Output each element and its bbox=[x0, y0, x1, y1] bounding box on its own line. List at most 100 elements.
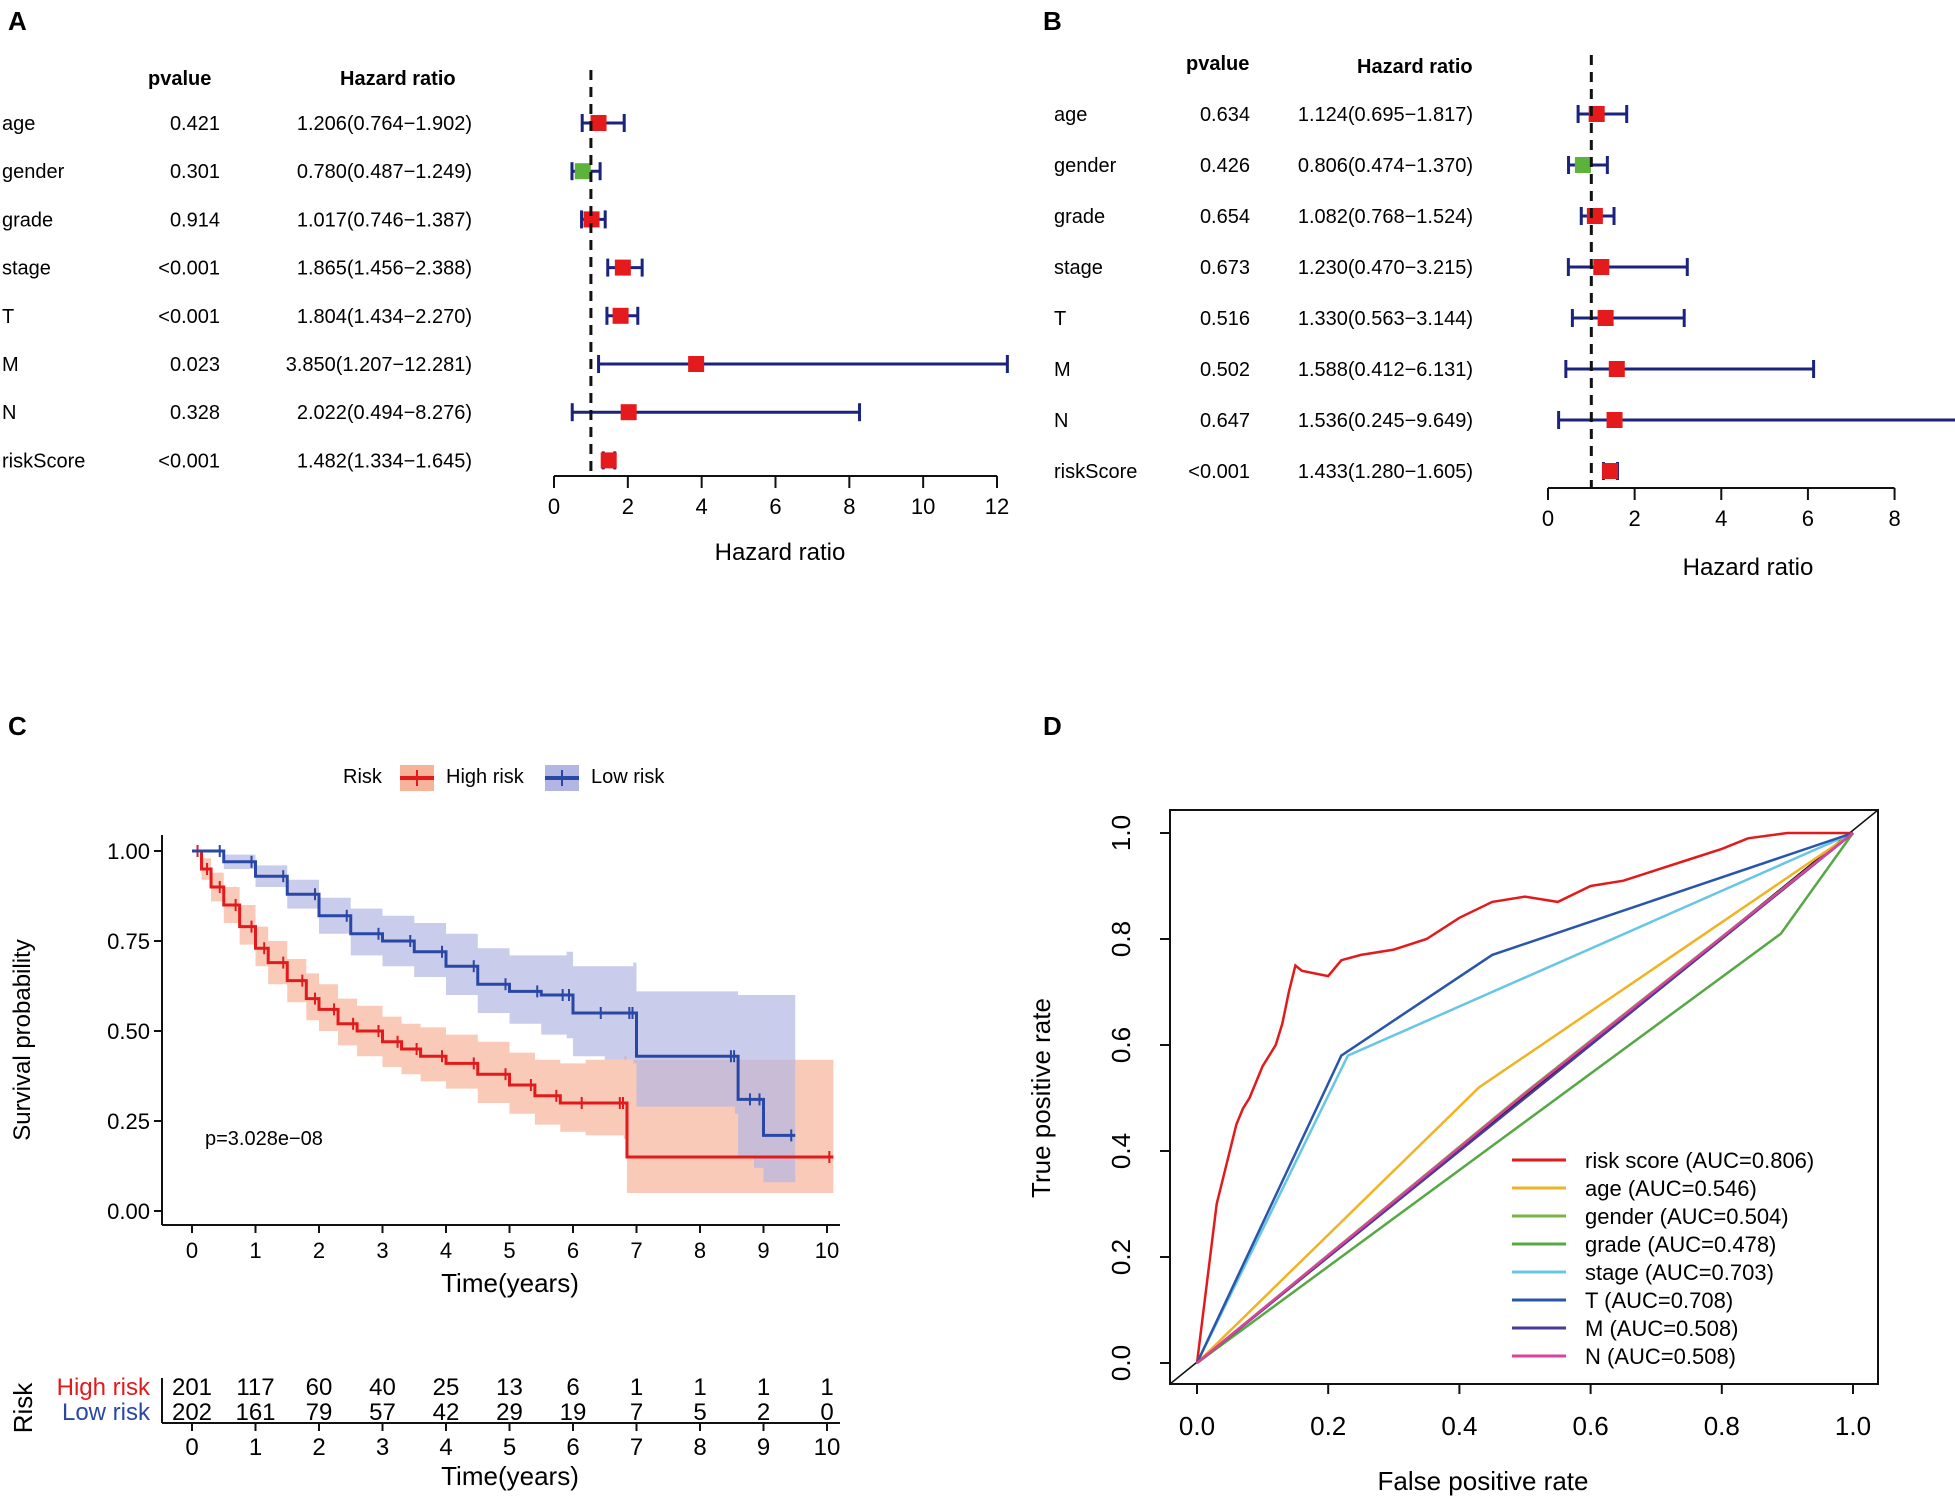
roc-curve-risk-score bbox=[1195, 831, 1853, 1364]
y-tick-label-0.25: 0.25 bbox=[107, 1109, 150, 1134]
roc-plot: D 0.0 0.2 0.4 0.6 0.8 1.0 0.0 0.2 0.4 0.6 0.8 1.0 r… bbox=[1026, 711, 1879, 1496]
x-tick-label-8: 8 bbox=[843, 494, 855, 519]
row-label-m: M bbox=[1054, 359, 1071, 381]
roc-x-tick-label-0.8: 0.8 bbox=[1704, 1411, 1740, 1441]
risk-x-tick-label-9: 9 bbox=[757, 1434, 770, 1461]
row-label-stage: stage bbox=[2, 258, 51, 280]
y-axis-label-c: Survival probability bbox=[9, 939, 36, 1140]
x-tick-label-0: 0 bbox=[1542, 506, 1554, 531]
risk-count-high-risk-3: 40 bbox=[369, 1374, 396, 1401]
x-tick-label-4: 4 bbox=[440, 1238, 452, 1263]
y-axis-label-d: True positive rate bbox=[1026, 998, 1056, 1198]
x-axis-label-risk-table: Time(years) bbox=[441, 1461, 579, 1491]
ci-band-low-risk bbox=[192, 851, 796, 1183]
row-label-riskscore: riskScore bbox=[2, 450, 85, 472]
hr-point-age bbox=[590, 115, 607, 131]
risk-count-low-risk-10: 0 bbox=[820, 1399, 833, 1426]
risk-x-tick-label-10: 10 bbox=[814, 1434, 841, 1461]
row-hr-text-riskscore: 1.482(1.334−1.645) bbox=[297, 450, 472, 472]
x-axis-label-b: Hazard ratio bbox=[1683, 554, 1814, 581]
row-pvalue-grade: 0.654 bbox=[1200, 206, 1250, 228]
row-hr-text-age: 1.206(0.764−1.902) bbox=[297, 113, 472, 135]
x-tick-label-6: 6 bbox=[1802, 506, 1814, 531]
roc-y-tick-label-0.0: 0.0 bbox=[1106, 1345, 1136, 1381]
row-label-t: T bbox=[2, 306, 14, 328]
row-pvalue-n: 0.328 bbox=[170, 402, 220, 424]
row-label-n: N bbox=[1054, 410, 1068, 432]
row-pvalue-age: 0.634 bbox=[1200, 104, 1250, 126]
row-pvalue-stage: 0.673 bbox=[1200, 257, 1250, 279]
y-tick-label-1.00: 1.00 bbox=[107, 839, 150, 864]
hr-point-t bbox=[1597, 310, 1614, 326]
row-pvalue-age: 0.421 bbox=[170, 113, 220, 135]
x-tick-label-7: 7 bbox=[630, 1238, 642, 1263]
legend-title: Risk bbox=[343, 766, 383, 788]
risk-count-high-risk-2: 60 bbox=[306, 1374, 333, 1401]
forest-plot-area-b: 0 2 4 6 8 bbox=[1542, 55, 1955, 531]
roc-y-tick-label-0.2: 0.2 bbox=[1106, 1239, 1136, 1275]
row-label-grade: grade bbox=[1054, 206, 1105, 228]
row-hr-text-gender: 0.806(0.474−1.370) bbox=[1298, 155, 1473, 177]
hr-point-stage bbox=[1593, 259, 1610, 275]
hr-point-gender bbox=[574, 163, 591, 180]
row-hr-text-n: 2.022(0.494−8.276) bbox=[297, 402, 472, 424]
roc-curve-grade bbox=[1196, 832, 1855, 1365]
roc-x-tick-label-0.4: 0.4 bbox=[1441, 1411, 1477, 1441]
row-pvalue-grade: 0.914 bbox=[170, 209, 220, 231]
roc-curve-t bbox=[1195, 831, 1854, 1364]
row-hr-text-grade: 1.082(0.768−1.524) bbox=[1298, 206, 1473, 228]
risk-count-high-risk-0: 201 bbox=[172, 1374, 212, 1401]
y-tick-label-0.75: 0.75 bbox=[107, 929, 150, 954]
risk-count-low-risk-7: 7 bbox=[630, 1399, 643, 1426]
row-hr-text-gender: 0.780(0.487−1.249) bbox=[297, 161, 472, 183]
risk-count-high-risk-7: 1 bbox=[630, 1374, 643, 1401]
row-hr-text-stage: 1.230(0.470−3.215) bbox=[1298, 257, 1473, 279]
hr-point-m bbox=[688, 356, 705, 372]
risk-x-tick-label-3: 3 bbox=[376, 1434, 389, 1461]
ci-band-high-risk bbox=[192, 851, 834, 1193]
legend-low-risk-label: Low risk bbox=[591, 766, 665, 788]
row-hr-text-stage: 1.865(1.456−2.388) bbox=[297, 258, 472, 280]
row-hr-text-t: 1.804(1.434−2.270) bbox=[297, 306, 472, 328]
hr-point-stage bbox=[614, 259, 631, 276]
row-hr-text-grade: 1.017(0.746−1.387) bbox=[297, 209, 472, 231]
y-tick-label-0.50: 0.50 bbox=[107, 1019, 150, 1044]
row-label-gender: gender bbox=[1054, 155, 1117, 177]
legend-label-gender: gender (AUC=0.504) bbox=[1585, 1204, 1789, 1229]
forest-plot-area-a: 0 2 4 6 8 10 12 bbox=[548, 70, 1009, 519]
row-hr-text-m: 3.850(1.207−12.281) bbox=[286, 354, 472, 376]
risk-x-tick-label-1: 1 bbox=[249, 1434, 262, 1461]
kaplan-meier-plot: C Risk High risk Low risk 0.000.250.500.… bbox=[8, 711, 840, 1491]
risk-count-low-risk-3: 57 bbox=[369, 1399, 396, 1426]
x-tick-label-4: 4 bbox=[1715, 506, 1727, 531]
risk-table-low-label: Low risk bbox=[62, 1399, 151, 1426]
row-pvalue-t: <0.001 bbox=[158, 306, 220, 328]
km-plot-area: 0.00 0.25 0.50 0.75 1.00 0 1 2 3 4 5 6 7 8 9 10 bbox=[107, 835, 840, 1263]
risk-count-low-risk-0: 202 bbox=[172, 1399, 212, 1426]
hr-point-grade bbox=[583, 211, 600, 228]
hazard-ratio-header-b: Hazard ratio bbox=[1357, 56, 1473, 78]
x-tick-label-0: 0 bbox=[548, 494, 560, 519]
row-pvalue-t: 0.516 bbox=[1200, 308, 1250, 330]
row-pvalue-m: 0.502 bbox=[1200, 359, 1250, 381]
panel-label-a: A bbox=[8, 6, 27, 36]
row-label-riskscore: riskScore bbox=[1054, 461, 1137, 483]
row-pvalue-m: 0.023 bbox=[170, 354, 220, 376]
pvalue-header-b: pvalue bbox=[1186, 53, 1249, 75]
forest-plot-multivariate-b: B pvalue Hazard ratio age 0.634 1.124(0.69… bbox=[1043, 6, 1955, 581]
x-tick-label-8: 8 bbox=[1888, 506, 1900, 531]
hr-point-t bbox=[612, 307, 629, 324]
p-value-annotation: p=3.028e−08 bbox=[205, 1128, 323, 1150]
row-label-stage: stage bbox=[1054, 257, 1103, 279]
hr-point-n bbox=[620, 404, 637, 421]
risk-count-high-risk-6: 6 bbox=[566, 1374, 579, 1401]
risk-count-high-risk-10: 1 bbox=[820, 1374, 833, 1401]
roc-y-tick-label-0.8: 0.8 bbox=[1106, 921, 1136, 957]
x-tick-label-5: 5 bbox=[503, 1238, 515, 1263]
roc-x-tick-label-0.6: 0.6 bbox=[1573, 1411, 1609, 1441]
risk-x-tick-label-4: 4 bbox=[439, 1434, 452, 1461]
x-tick-label-1: 1 bbox=[249, 1238, 261, 1263]
row-label-grade: grade bbox=[2, 209, 53, 231]
row-label-m: M bbox=[2, 354, 19, 376]
